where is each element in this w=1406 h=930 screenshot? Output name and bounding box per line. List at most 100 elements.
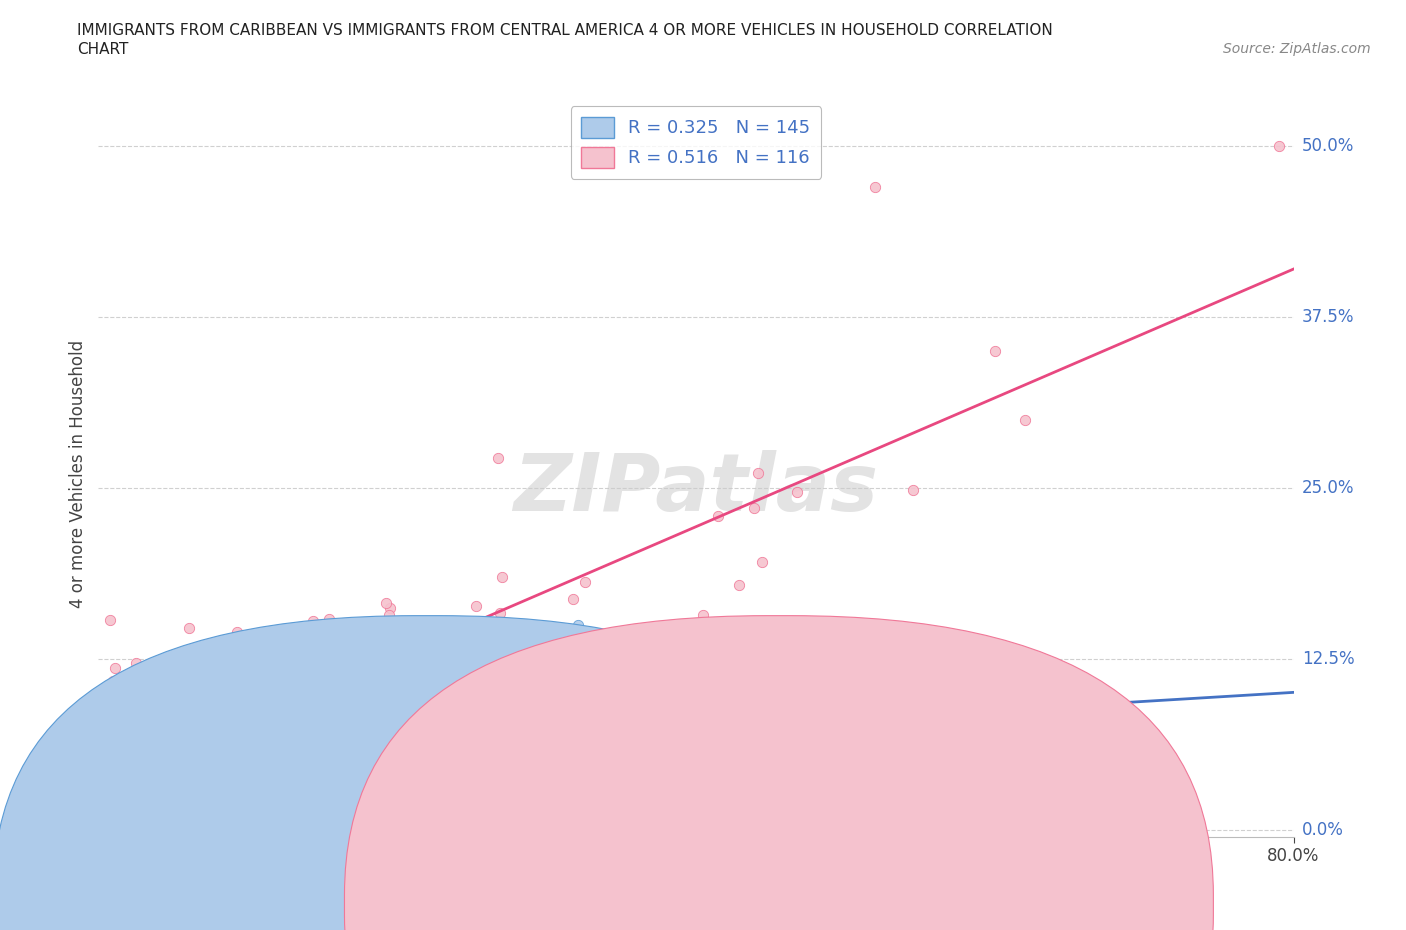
Point (143, 684, 166, 698)
Point (100, 806, 122, 821)
Point (567, 618, 589, 632)
Point (202, 792, 225, 807)
Point (122, 787, 145, 802)
Point (336, 700, 359, 715)
Point (463, 749, 485, 764)
Point (478, 698, 501, 712)
Point (132, 698, 155, 712)
Point (145, 717, 167, 732)
Point (285, 823, 308, 838)
Point (134, 777, 156, 791)
Point (142, 710, 165, 724)
Point (131, 818, 153, 833)
Point (280, 751, 302, 766)
Point (373, 711, 395, 726)
Point (360, 711, 382, 725)
Point (207, 757, 229, 772)
Point (283, 644, 305, 659)
Point (422, 718, 444, 733)
Point (128, 719, 150, 734)
Point (903, 482, 925, 497)
Point (142, 743, 165, 758)
Point (121, 726, 143, 741)
Point (354, 699, 377, 714)
Point (219, 823, 242, 838)
Point (356, 632, 378, 647)
Point (1267, 139, 1289, 153)
Point (198, 714, 221, 729)
Point (94, 770, 117, 785)
Point (163, 788, 186, 803)
Point (572, 636, 595, 651)
Point (350, 736, 373, 751)
Point (157, 764, 180, 779)
Point (150, 718, 173, 733)
Legend: R = 0.325   N = 145, R = 0.516   N = 116: R = 0.325 N = 145, R = 0.516 N = 116 (571, 106, 821, 179)
Point (742, 500, 765, 515)
Point (152, 760, 174, 775)
Point (219, 814, 242, 829)
Point (314, 727, 336, 742)
Point (128, 765, 150, 780)
Point (382, 749, 405, 764)
Point (242, 773, 264, 788)
Point (329, 748, 352, 763)
Point (139, 821, 162, 836)
Text: 50.0%: 50.0% (1302, 137, 1354, 154)
Point (491, 570, 513, 585)
Point (218, 656, 240, 671)
Text: Immigrants from Central America: Immigrants from Central America (803, 896, 1081, 914)
Point (194, 743, 217, 758)
Point (97, 823, 120, 838)
Point (198, 711, 221, 725)
Point (221, 681, 243, 696)
Point (295, 712, 318, 727)
Point (226, 761, 249, 776)
Point (207, 790, 229, 804)
Point (188, 757, 211, 772)
Point (607, 746, 630, 761)
Point (280, 720, 302, 735)
Point (287, 663, 309, 678)
Point (240, 637, 263, 652)
Point (211, 764, 233, 778)
Point (214, 676, 236, 691)
Point (280, 785, 302, 800)
Point (786, 485, 808, 499)
Point (301, 778, 323, 793)
Text: ZIPatlas: ZIPatlas (513, 450, 879, 528)
Point (315, 739, 337, 754)
Point (114, 819, 136, 834)
Point (169, 684, 191, 699)
Point (112, 787, 135, 802)
Point (665, 646, 688, 661)
Point (131, 678, 153, 693)
Point (105, 714, 128, 729)
Point (204, 811, 226, 826)
Point (143, 770, 166, 785)
Point (104, 660, 127, 675)
Point (125, 741, 148, 756)
Point (357, 757, 380, 772)
Point (450, 683, 472, 698)
Point (263, 684, 285, 699)
Point (148, 766, 170, 781)
Point (252, 749, 274, 764)
Point (436, 790, 458, 805)
Point (219, 684, 242, 699)
Text: Immigrants from Caribbean: Immigrants from Caribbean (451, 896, 681, 914)
Point (512, 698, 534, 712)
Point (183, 679, 205, 694)
Point (318, 612, 340, 627)
Point (142, 789, 165, 804)
Point (118, 823, 141, 838)
Point (688, 684, 710, 699)
Point (270, 823, 292, 838)
Point (120, 757, 142, 772)
Point (221, 715, 243, 730)
Point (176, 773, 198, 788)
Point (94, 823, 117, 838)
Point (136, 751, 159, 766)
Y-axis label: 4 or more Vehicles in Household: 4 or more Vehicles in Household (69, 340, 87, 608)
Point (231, 775, 253, 790)
